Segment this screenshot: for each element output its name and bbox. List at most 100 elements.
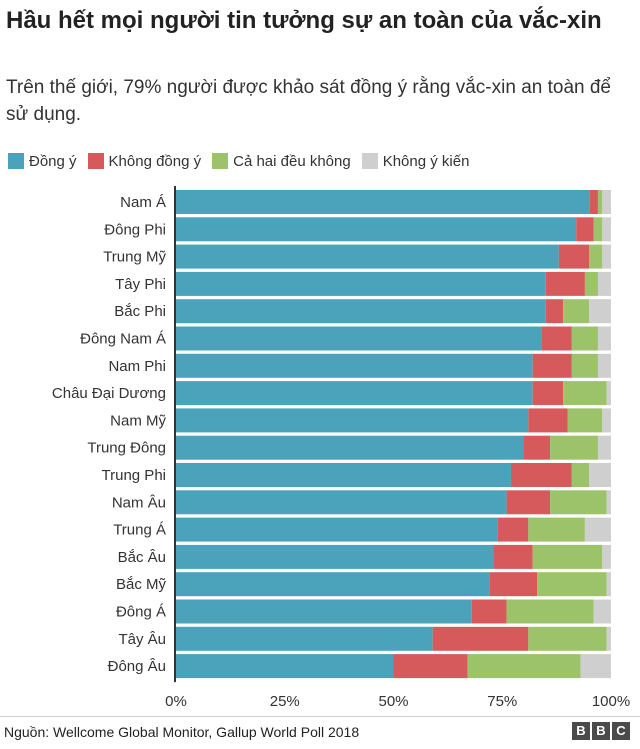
bar-tay-au-dong-y: [176, 626, 433, 651]
bar-dong-nam-a-khong-dong-y: [541, 326, 572, 351]
legend-label-agree: Đồng ý: [29, 152, 77, 170]
x-tick-label-3: 75%: [487, 693, 517, 710]
legend-swatch-disagree: [87, 153, 104, 169]
bar-dong-a-dong-y: [176, 599, 472, 624]
category-label-dong-a: Đông Á: [116, 604, 166, 621]
bar-trung-a-khong-dong-y: [497, 517, 529, 542]
legend: Đồng ý Không đồng ý Cả hai đều không Khô…: [8, 151, 480, 171]
bar-trung-dong-khong-dong-y: [524, 435, 551, 460]
bar-nam-phi-ca-hai-deu-khong: [571, 353, 598, 378]
bar-dong-a-khong-dong-y: [471, 599, 507, 624]
bar-bac-au-khong-dong-y: [493, 544, 533, 569]
bar-dong-a-ca-hai-deu-khong: [506, 599, 594, 624]
bar-dong-nam-a-dong-y: [176, 326, 542, 351]
bar-dong-phi-dong-y: [176, 217, 577, 242]
x-tick-label-1: 25%: [270, 693, 300, 710]
bar-nam-my-ca-hai-deu-khong: [567, 408, 603, 433]
bar-nam-a-ca-hai-deu-khong: [597, 190, 603, 214]
bar-chau-dai-duong-khong-dong-y: [532, 381, 564, 406]
legend-swatch-neither: [212, 153, 229, 169]
legend-label-no-opinion: Không ý kiến: [382, 152, 470, 170]
bar-dong-au-ca-hai-deu-khong: [467, 654, 581, 679]
bar-trung-phi-khong-y-kien: [589, 463, 611, 487]
bar-bac-phi-khong-y-kien: [589, 299, 611, 324]
bbc-logo: B B C: [570, 722, 630, 740]
footer-divider: [0, 716, 640, 717]
category-label-tay-phi: Tây Phi: [115, 276, 166, 293]
bar-bac-au-ca-hai-deu-khong: [532, 544, 603, 569]
category-label-nam-my: Nam Mỹ: [110, 412, 166, 429]
category-label-trung-my: Trung Mỹ: [103, 249, 166, 266]
x-tick-label-0: 0%: [165, 693, 187, 710]
legend-item-neither: Cả hai đều không: [212, 153, 351, 170]
bar-nam-a-khong-y-kien: [602, 190, 611, 214]
bar-trung-my-ca-hai-deu-khong: [589, 244, 603, 269]
bar-nam-a-khong-dong-y: [589, 190, 598, 214]
category-label-trung-dong: Trung Đông: [87, 440, 166, 457]
bar-nam-au-khong-dong-y: [506, 490, 551, 515]
bar-chau-dai-duong-dong-y: [176, 381, 533, 406]
chart-subtitle: Trên thế giới, 79% người được khảo sát đ…: [6, 77, 612, 125]
logo-letter-b1: B: [572, 722, 590, 740]
bar-nam-my-khong-dong-y: [528, 408, 568, 433]
category-label-nam-au: Nam Âu: [112, 494, 166, 511]
bar-nam-my-dong-y: [176, 408, 529, 433]
bar-bac-my-khong-dong-y: [489, 572, 538, 597]
bar-chau-dai-duong-khong-y-kien: [606, 381, 611, 406]
bar-nam-my-khong-y-kien: [602, 408, 611, 433]
source-note: Nguồn: Wellcome Global Monitor, Gallup W…: [4, 724, 360, 740]
chart-title: Hầu hết mọi người tin tưởng sự an toàn c…: [6, 7, 602, 34]
bar-dong-nam-a-khong-y-kien: [597, 326, 611, 351]
bar-tay-phi-dong-y: [176, 271, 546, 296]
bar-trung-phi-dong-y: [176, 463, 511, 487]
bar-trung-a-dong-y: [176, 517, 498, 542]
bar-bac-my-dong-y: [176, 572, 490, 597]
bar-bac-au-khong-y-kien: [602, 544, 611, 569]
bar-nam-au-dong-y: [176, 490, 507, 515]
bar-tay-phi-khong-y-kien: [597, 271, 611, 296]
bar-trung-a-ca-hai-deu-khong: [528, 517, 585, 542]
bar-tay-au-ca-hai-deu-khong: [528, 626, 607, 651]
x-tick-label-2: 50%: [378, 693, 408, 710]
category-label-chau-dai-duong: Châu Đại Dương: [52, 385, 166, 402]
bar-dong-au-khong-dong-y: [393, 654, 468, 679]
legend-label-disagree: Không đồng ý: [108, 152, 202, 170]
bar-trung-my-khong-y-kien: [602, 244, 611, 269]
category-label-tay-au: Tây Âu: [118, 631, 166, 648]
bar-trung-phi-ca-hai-deu-khong: [571, 463, 590, 487]
legend-label-neither: Cả hai đều không: [233, 152, 351, 170]
bar-trung-dong-dong-y: [176, 435, 524, 460]
bar-bac-phi-khong-dong-y: [545, 299, 564, 324]
bar-tay-au-khong-dong-y: [432, 626, 529, 651]
bar-trung-dong-khong-y-kien: [597, 435, 611, 460]
bar-trung-a-khong-y-kien: [584, 517, 611, 542]
bar-tay-au-khong-y-kien: [606, 626, 611, 651]
bar-nam-phi-dong-y: [176, 353, 533, 378]
bar-trung-my-khong-dong-y: [558, 244, 590, 269]
category-label-trung-a: Trung Á: [113, 522, 166, 539]
bar-nam-a-dong-y: [176, 190, 590, 214]
bar-trung-dong-ca-hai-deu-khong: [550, 435, 598, 460]
bar-bac-au-dong-y: [176, 544, 494, 569]
category-label-dong-nam-a: Đông Nam Á: [80, 331, 166, 348]
bar-bac-my-ca-hai-deu-khong: [537, 572, 607, 597]
bar-trung-phi-khong-dong-y: [510, 463, 572, 487]
bar-nam-au-ca-hai-deu-khong: [550, 490, 607, 515]
x-tick-label-4: 100%: [592, 693, 630, 710]
bar-dong-au-khong-y-kien: [580, 654, 611, 679]
bar-nam-au-khong-y-kien: [606, 490, 611, 515]
bar-nam-phi-khong-dong-y: [532, 353, 572, 378]
bar-dong-nam-a-ca-hai-deu-khong: [571, 326, 598, 351]
legend-item-agree: Đồng ý: [8, 153, 77, 170]
legend-swatch-agree: [8, 153, 24, 169]
legend-swatch-no-opinion: [361, 153, 378, 169]
category-label-bac-my: Bắc Mỹ: [116, 576, 167, 593]
bar-chau-dai-duong-ca-hai-deu-khong: [563, 381, 607, 406]
bar-bac-phi-dong-y: [176, 299, 546, 324]
category-label-bac-phi: Bắc Phi: [114, 303, 166, 320]
category-label-trung-phi: Trung Phi: [102, 467, 166, 484]
bar-nam-phi-khong-y-kien: [597, 353, 611, 378]
category-label-bac-au: Bắc Âu: [118, 549, 166, 566]
legend-item-disagree: Không đồng ý: [87, 152, 202, 170]
bar-trung-my-dong-y: [176, 244, 559, 269]
